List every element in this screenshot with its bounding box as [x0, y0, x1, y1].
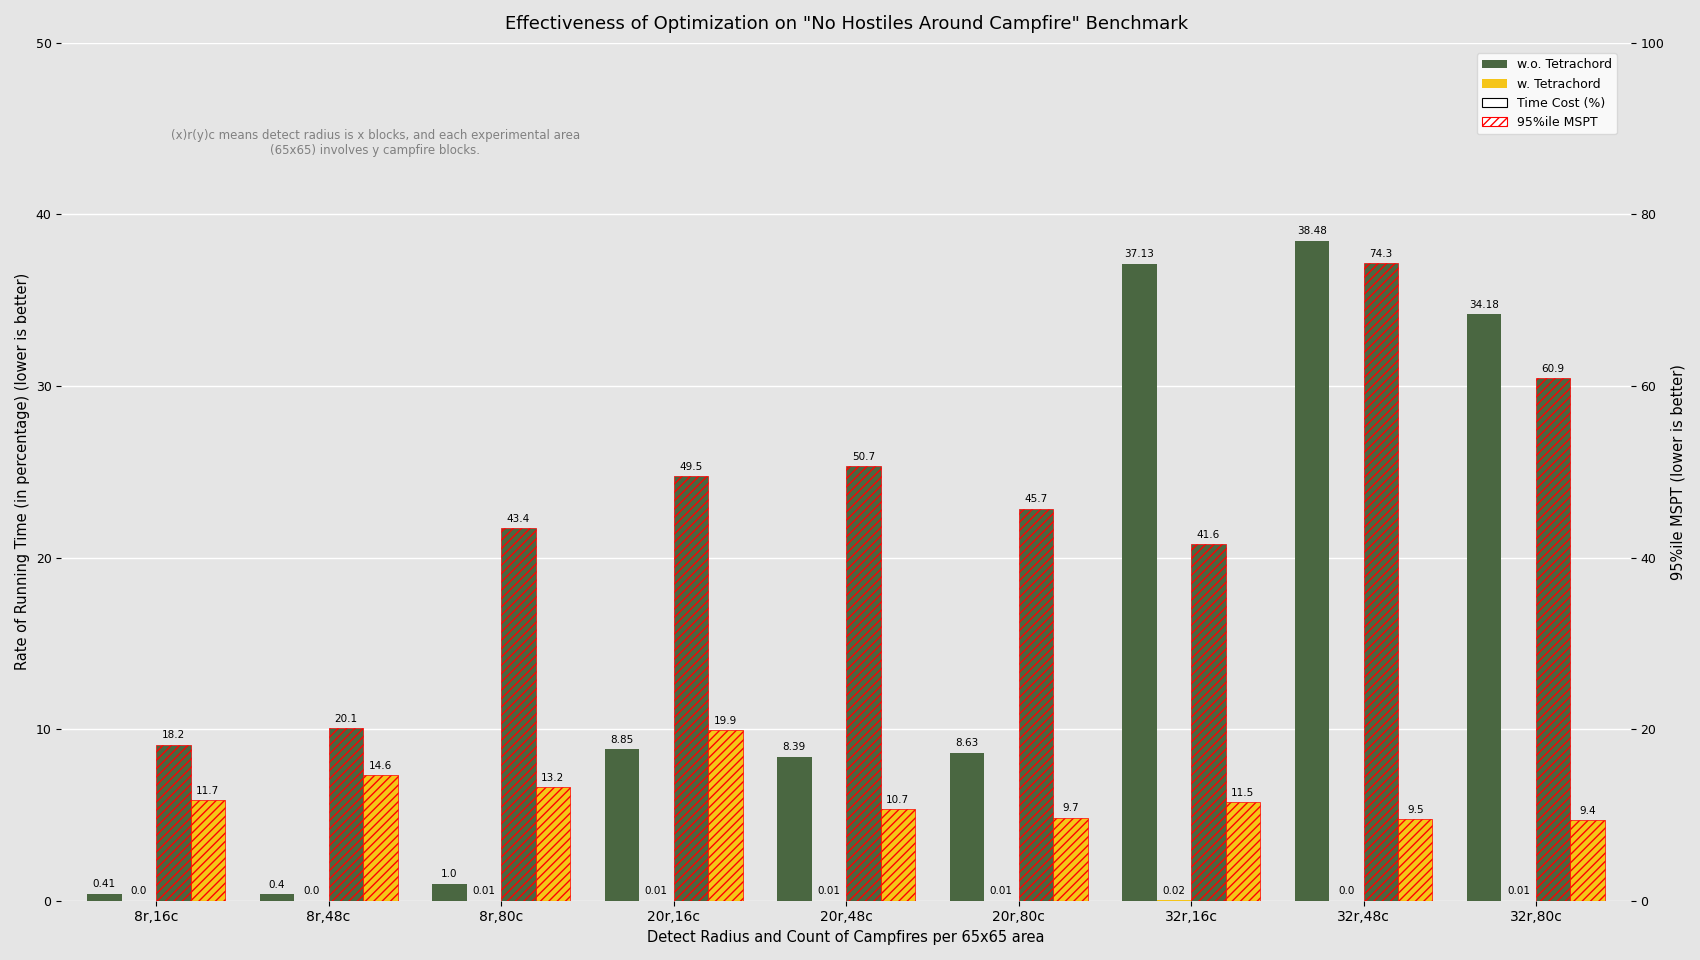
Text: 9.4: 9.4 [1579, 805, 1596, 816]
Bar [502, 528, 536, 900]
Bar [605, 749, 639, 900]
Bar [1192, 544, 1226, 900]
Title: Effectiveness of Optimization on "No Hostiles Around Campfire" Benchmark: Effectiveness of Optimization on "No Hos… [505, 15, 1188, 33]
Bar [709, 730, 743, 900]
Text: 10.7: 10.7 [886, 795, 910, 804]
Bar [777, 756, 811, 900]
Text: 11.5: 11.5 [1231, 788, 1255, 798]
Text: 11.7: 11.7 [196, 786, 219, 796]
Text: 20.1: 20.1 [335, 714, 357, 724]
Text: 0.02: 0.02 [1163, 886, 1185, 896]
X-axis label: Detect Radius and Count of Campfires per 65x65 area: Detect Radius and Count of Campfires per… [648, 930, 1046, 945]
Bar [260, 894, 294, 900]
Bar [1226, 802, 1260, 900]
Text: 37.13: 37.13 [1124, 250, 1154, 259]
Bar [1052, 818, 1088, 900]
Text: 8.39: 8.39 [782, 742, 806, 753]
Bar [87, 894, 122, 900]
Text: 1.0: 1.0 [440, 869, 457, 879]
Text: (x)r(y)c means detect radius is x blocks, and each experimental area
(65x65) inv: (x)r(y)c means detect radius is x blocks… [170, 129, 580, 156]
Bar [950, 753, 984, 900]
Bar [190, 801, 224, 900]
Bar [328, 729, 364, 900]
Text: 19.9: 19.9 [714, 716, 738, 726]
Text: 41.6: 41.6 [1197, 530, 1221, 540]
Text: 74.3: 74.3 [1368, 249, 1392, 259]
Bar [432, 883, 466, 900]
Text: 9.5: 9.5 [1408, 804, 1423, 815]
Text: 0.01: 0.01 [818, 886, 840, 897]
Text: 0.01: 0.01 [644, 886, 668, 897]
Bar [1363, 263, 1397, 900]
Text: 18.2: 18.2 [162, 731, 185, 740]
Text: 0.0: 0.0 [1338, 886, 1355, 897]
Legend: w.o. Tetrachord, w. Tetrachord, Time Cost (%), 95%ile MSPT: w.o. Tetrachord, w. Tetrachord, Time Cos… [1477, 54, 1617, 134]
Text: 0.0: 0.0 [303, 886, 320, 897]
Bar [1018, 509, 1052, 900]
Text: 38.48: 38.48 [1297, 227, 1326, 236]
Text: 43.4: 43.4 [507, 515, 530, 524]
Text: 8.63: 8.63 [955, 738, 979, 749]
Bar [1397, 819, 1433, 900]
Text: 0.01: 0.01 [1508, 886, 1530, 897]
Text: 13.2: 13.2 [541, 773, 564, 783]
Bar [156, 745, 190, 900]
Bar [536, 787, 570, 900]
Text: 60.9: 60.9 [1542, 364, 1564, 374]
Y-axis label: Rate of Running Time (in percentage) (lower is better): Rate of Running Time (in percentage) (lo… [15, 274, 31, 670]
Text: 14.6: 14.6 [369, 761, 393, 771]
Bar [881, 809, 915, 900]
Text: 45.7: 45.7 [1023, 494, 1047, 504]
Text: 0.01: 0.01 [473, 886, 495, 897]
Bar [673, 476, 709, 900]
Text: 0.41: 0.41 [94, 879, 116, 889]
Bar [847, 466, 881, 900]
Text: 49.5: 49.5 [680, 462, 702, 471]
Text: 0.01: 0.01 [989, 886, 1013, 897]
Text: 9.7: 9.7 [1062, 804, 1078, 813]
Bar [1122, 264, 1156, 900]
Text: 8.85: 8.85 [610, 734, 634, 745]
Bar [1571, 820, 1605, 900]
Text: 34.18: 34.18 [1469, 300, 1499, 310]
Text: 0.0: 0.0 [131, 886, 148, 897]
Bar [1467, 314, 1501, 900]
Bar [364, 776, 398, 900]
Bar [1537, 378, 1571, 900]
Y-axis label: 95%ile MSPT (lower is better): 95%ile MSPT (lower is better) [1669, 364, 1685, 580]
Bar [1294, 241, 1329, 900]
Text: 50.7: 50.7 [852, 451, 876, 462]
Text: 0.4: 0.4 [269, 879, 286, 890]
